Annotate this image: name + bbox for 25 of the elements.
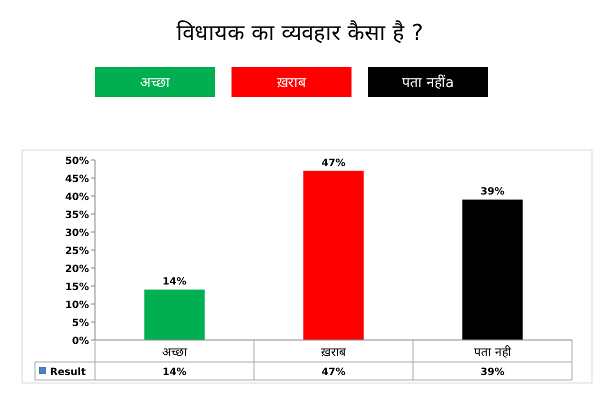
annotation: अच्छा bbox=[95, 67, 215, 97]
y-tick-label: 5% bbox=[72, 318, 89, 329]
y-tick-label: 20% bbox=[65, 264, 89, 275]
annotation: ख़राब bbox=[232, 67, 352, 97]
y-tick-label: 30% bbox=[65, 228, 89, 239]
text: 47% bbox=[322, 158, 346, 169]
y-tick-label: 10% bbox=[65, 300, 89, 311]
legend: Result bbox=[39, 367, 86, 378]
text: 39% bbox=[480, 186, 504, 198]
y-tick-label: 45% bbox=[65, 174, 89, 185]
x-tick-label: ख़राब bbox=[321, 345, 347, 359]
data-label: 39% bbox=[480, 367, 504, 378]
title: विधायक का व्यवहार कैसा है ? bbox=[176, 21, 424, 46]
y-tick-label: 0% bbox=[72, 336, 89, 347]
y-tick-label: 15% bbox=[65, 282, 89, 293]
data-label: 14% bbox=[162, 367, 186, 378]
y-tick-label: 35% bbox=[65, 210, 89, 221]
text: 14% bbox=[162, 276, 186, 288]
data-label: 47% bbox=[322, 367, 346, 378]
x-tick-label: अच्छा bbox=[162, 345, 188, 359]
y-tick-label: 50% bbox=[65, 156, 89, 167]
y-tick-label: 40% bbox=[65, 192, 89, 203]
annotation: पता नहींa bbox=[368, 67, 488, 97]
y-tick-label: 25% bbox=[65, 246, 89, 257]
x-tick-label: पता नही bbox=[474, 345, 512, 359]
